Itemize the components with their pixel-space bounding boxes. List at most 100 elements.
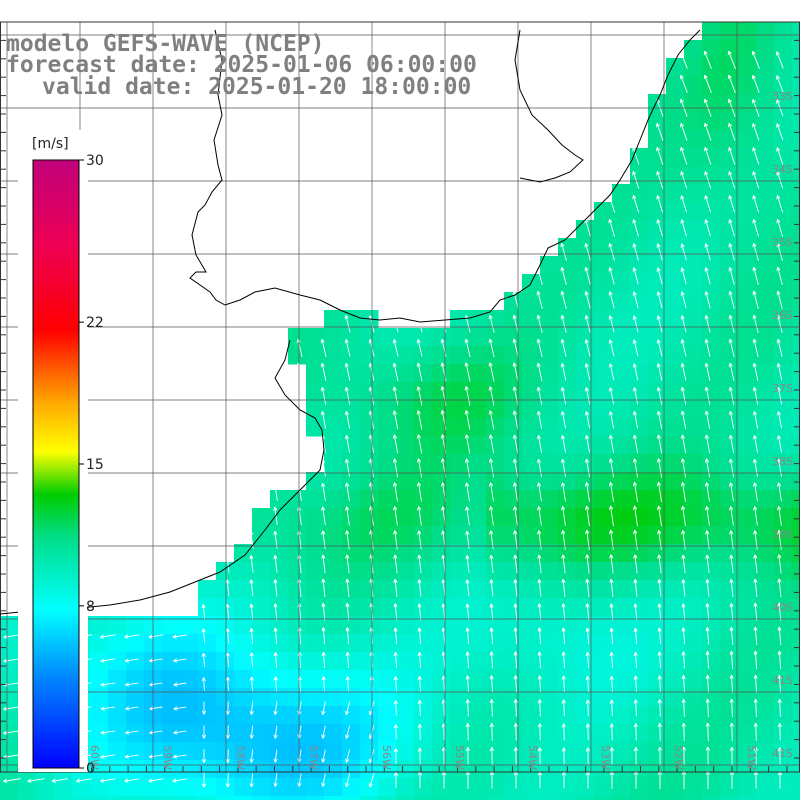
wind-speed-cell [432, 382, 451, 401]
wind-speed-cell [612, 490, 631, 509]
wind-speed-cell [306, 382, 325, 401]
wind-arrow [537, 675, 542, 693]
wind-speed-cell [576, 598, 595, 617]
wind-speed-cell [486, 346, 505, 365]
wind-speed-cell [324, 310, 343, 329]
wind-speed-cell [738, 598, 757, 617]
wind-speed-cell [342, 634, 361, 653]
wind-speed-cell [270, 508, 289, 527]
wind-speed-cell [558, 490, 577, 509]
wind-speed-cell [720, 706, 739, 725]
wind-speed-cell [792, 688, 800, 707]
wind-speed-cell [666, 130, 685, 149]
wind-arrow [584, 291, 591, 309]
wind-arrow [3, 730, 21, 735]
wind-speed-cell [486, 688, 505, 707]
wind-arrow [656, 481, 662, 502]
wind-speed-cell [522, 382, 541, 401]
wind-speed-cell [630, 742, 649, 761]
wind-speed-cell [360, 328, 379, 347]
wind-arrow [681, 651, 686, 669]
wind-speed-cell [468, 778, 487, 797]
wind-speed-cell [630, 400, 649, 419]
wind-arrow [633, 579, 638, 597]
wind-speed-cell [360, 616, 379, 635]
wind-speed-cell [324, 652, 343, 671]
wind-arrow [753, 747, 759, 765]
wind-speed-cell [612, 202, 631, 221]
wind-arrow [729, 698, 734, 718]
wind-arrow [680, 243, 687, 261]
wind-speed-cell [162, 778, 181, 797]
wind-arrow [753, 698, 758, 718]
wind-speed-cell [792, 40, 800, 59]
wind-speed-cell [558, 796, 577, 800]
wind-speed-cell [774, 580, 793, 599]
wind-speed-cell [360, 526, 379, 545]
wind-speed-cell [234, 688, 253, 707]
wind-arrow [680, 195, 688, 213]
wind-speed-cell [72, 670, 91, 689]
wind-speed-cell [702, 40, 721, 59]
wind-speed-cell [486, 580, 505, 599]
wind-speed-cell [684, 760, 703, 779]
wind-arrow [608, 411, 615, 429]
wind-speed-cell [432, 346, 451, 365]
wind-speed-cell [558, 364, 577, 383]
wind-speed-cell [792, 526, 800, 545]
wind-arrow [489, 579, 494, 597]
wind-speed-cell [684, 562, 703, 581]
wind-speed-cell [594, 796, 613, 800]
wind-arrow [561, 554, 566, 574]
wind-arrow [321, 627, 326, 645]
wind-speed-cell [108, 760, 127, 779]
wind-speed-cell [360, 436, 379, 455]
wind-arrow [728, 410, 735, 429]
wind-speed-cell [378, 418, 397, 437]
wind-arrow [465, 603, 470, 621]
wind-speed-cell [162, 796, 181, 800]
wind-arrow [392, 410, 399, 430]
wind-speed-cell [504, 346, 523, 365]
wind-speed-cell [450, 616, 469, 635]
wind-speed-cell [450, 580, 469, 599]
wind-arrow [345, 749, 351, 763]
wind-arrow [536, 458, 542, 477]
wind-arrow [752, 435, 758, 453]
wind-speed-cell [450, 382, 469, 401]
wind-speed-cell [756, 670, 775, 689]
wind-speed-cell [612, 634, 631, 653]
wind-speed-cell [720, 94, 739, 113]
wind-arrow [417, 579, 422, 597]
wind-speed-cell [792, 490, 800, 509]
wind-speed-cell [306, 544, 325, 563]
wind-speed-cell [756, 148, 775, 167]
wind-arrow [416, 362, 423, 382]
wind-speed-cell [774, 418, 793, 437]
wind-speed-cell [684, 796, 703, 800]
wind-speed-cell [180, 778, 199, 797]
wind-speed-cell [774, 760, 793, 779]
wind-arrow [465, 555, 470, 573]
wind-speed-cell [630, 382, 649, 401]
wind-speed-cell [756, 454, 775, 473]
wind-arrow [321, 482, 326, 501]
wind-arrow [656, 122, 664, 141]
wind-speed-cell [720, 400, 739, 419]
wind-arrow [656, 434, 663, 454]
wind-speed-cell [612, 616, 631, 635]
wind-arrow [681, 530, 686, 550]
wind-speed-cell [666, 364, 685, 383]
wind-speed-cell [342, 562, 361, 581]
wind-arrow [417, 675, 422, 692]
wind-speed-cell [414, 490, 433, 509]
wind-speed-cell [594, 778, 613, 797]
wind-arrow [728, 171, 736, 189]
wind-speed-cell [792, 274, 800, 293]
wind-speed-cell [252, 742, 271, 761]
wind-speed-cell [486, 328, 505, 347]
wind-arrow [513, 579, 518, 597]
wind-speed-cell [612, 256, 631, 275]
wind-arrow [393, 554, 398, 574]
wind-speed-cell [360, 382, 379, 401]
